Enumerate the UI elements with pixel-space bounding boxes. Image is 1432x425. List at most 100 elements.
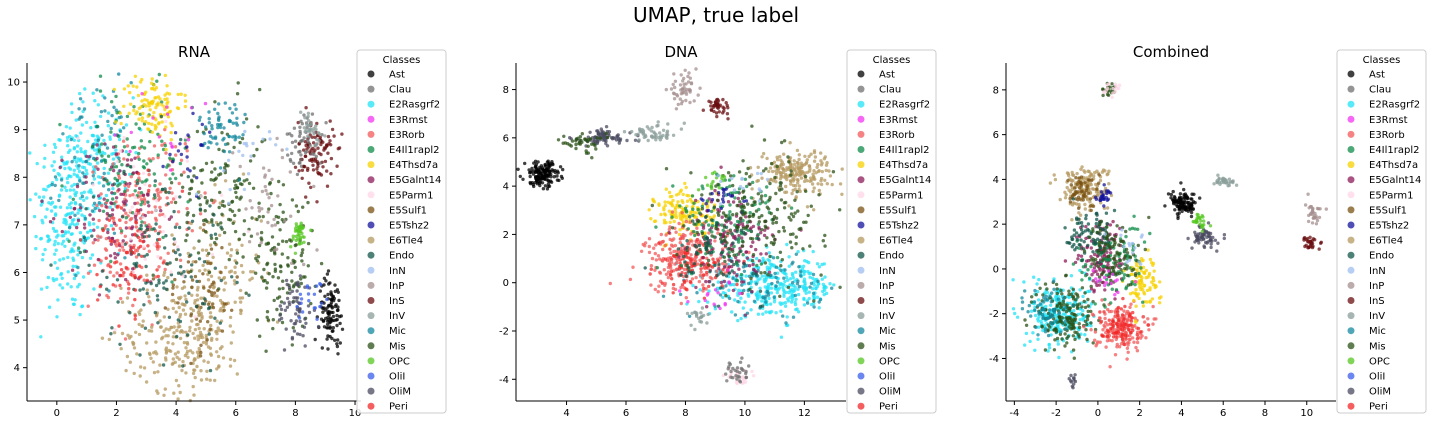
scatter-point-e6tle4 [162,273,166,277]
scatter-point-e6tle4 [164,346,169,350]
legend-label: E3Rmst [879,115,918,126]
scatter-point-e6tle4 [761,151,766,156]
scatter-point-e5parm1 [199,194,203,199]
scatter-point-e5sulf1 [235,275,239,279]
scatter-point-e5galnt14 [705,305,709,309]
scatter-point-mic [773,271,777,276]
scatter-point-e6tle4 [223,281,228,285]
scatter-point-e6tle4 [145,341,149,345]
scatter-point-e4thsd7a [183,104,188,109]
scatter-point-mis [260,238,264,242]
scatter-point-e5parm1 [122,135,126,140]
scatter-point-e6tle4 [169,325,174,330]
scatter-point-endo [84,207,88,211]
scatter-point-ast [548,169,552,174]
scatter-point-mic [772,295,776,299]
scatter-point-mis [577,140,582,144]
scatter-point-e3rorb [154,218,158,222]
scatter-point-endo [721,273,726,277]
scatter-point-mis [290,198,295,202]
scatter-point-e6tle4 [203,268,207,272]
scatter-point-e2rasgrf2 [1081,294,1085,299]
scatter-point-olim [568,136,572,140]
scatter-point-mis [269,191,273,196]
scatter-point-e2rasgrf2 [58,283,62,287]
scatter-point-mis [256,255,261,259]
scatter-point-endo [190,219,195,223]
scatter-point-e2rasgrf2 [75,222,80,226]
scatter-point-mis [254,256,258,261]
scatter-point-e2rasgrf2 [744,274,748,278]
scatter-point-mis [570,139,575,143]
scatter-point-e4il1rapl2 [671,184,675,188]
scatter-point-inp [261,166,266,170]
scatter-point-e6tle4 [827,169,831,173]
scatter-point-peri [155,244,159,249]
scatter-point-mic [678,292,683,297]
scatter-point-e4thsd7a [158,97,162,101]
scatter-point-e3rorb [710,277,714,281]
scatter-point-e4il1rapl2 [137,157,141,161]
scatter-point-olim [298,332,302,337]
scatter-point-olii [319,282,323,287]
scatter-point-e4il1rapl2 [178,161,183,166]
scatter-point-mis [213,100,217,104]
scatter-point-e2rasgrf2 [1037,277,1041,282]
scatter-point-mis [200,181,204,185]
scatter-point-mic [733,313,738,317]
scatter-point-e6tle4 [229,341,233,345]
scatter-point-e2rasgrf2 [803,280,807,284]
scatter-point-e2rasgrf2 [803,259,807,263]
legend-label: E5Sulf1 [389,205,427,216]
scatter-point-e6tle4 [228,315,233,320]
scatter-point-e3rorb [203,191,207,195]
scatter-point-e3rorb [151,157,155,161]
scatter-point-e2rasgrf2 [72,138,77,142]
scatter-point-e4thsd7a [140,99,144,103]
scatter-point-e2rasgrf2 [832,283,836,287]
scatter-point-e5sulf1 [198,319,202,323]
scatter-point-inp [684,82,688,86]
scatter-point-endo [108,214,112,218]
scatter-point-e6tle4 [798,189,802,194]
scatter-point-inv [315,137,319,142]
scatter-point-peri [707,284,711,289]
scatter-point-e6tle4 [775,158,780,162]
scatter-point-opc [302,235,306,239]
scatter-point-e2rasgrf2 [62,217,66,222]
scatter-point-e3rorb [146,210,151,215]
scatter-point-e5galnt14 [694,285,698,290]
scatter-point-inn [274,143,278,147]
scatter-point-e2rasgrf2 [46,239,50,244]
scatter-point-e6tle4 [209,315,214,319]
scatter-point-e6tle4 [228,324,232,328]
scatter-point-mis [212,178,216,182]
scatter-point-endo [724,274,729,278]
scatter-point-olii [318,304,322,309]
scatter-point-mis [296,209,300,214]
scatter-point-e2rasgrf2 [120,180,125,184]
scatter-point-e5parm1 [130,205,134,209]
scatter-point-endo [167,190,171,195]
scatter-point-e6tle4 [233,265,237,269]
scatter-point-e2rasgrf2 [756,312,761,316]
scatter-point-inp [696,93,700,97]
scatter-point-ast [326,292,330,297]
scatter-point-e4il1rapl2 [120,163,124,167]
scatter-point-mis [700,207,705,211]
scatter-point-e2rasgrf2 [76,271,80,275]
scatter-point-mis [689,171,693,175]
legend-label: Peri [389,402,408,413]
scatter-point-e6tle4 [192,246,196,250]
scatter-point-e3rmst [151,116,155,120]
scatter-point-e3rorb [126,291,131,295]
scatter-point-e3rorb [183,142,187,146]
scatter-point-olim [285,282,289,287]
scatter-point-e5galnt14 [82,222,87,226]
scatter-point-e6tle4 [100,336,105,340]
scatter-point-e6tle4 [211,255,215,259]
scatter-point-e2rasgrf2 [51,150,56,154]
scatter-point-olim [293,321,298,326]
scatter-point-inn [267,130,272,134]
scatter-point-inp [266,220,270,225]
